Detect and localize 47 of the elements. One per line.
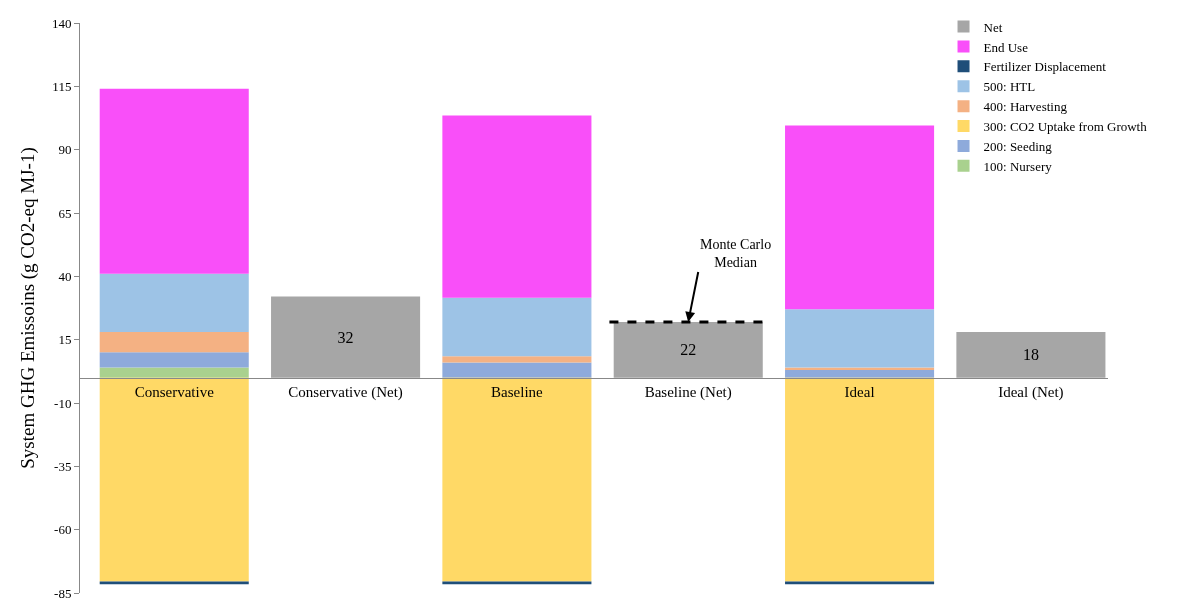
data-label: 18 [1022, 346, 1039, 364]
legend-label: 100: Nursery [983, 158, 1053, 174]
x-tick-label: Baseline [491, 383, 544, 400]
y-tick-label: 15 [58, 332, 72, 348]
bar [99, 273, 249, 333]
legend-label: Net [983, 19, 1003, 35]
y-tick-label: -85 [54, 585, 72, 601]
x-tick-label: Ideal [844, 383, 875, 400]
legend-label: 300: CO2 Uptake from Growth [983, 119, 1148, 135]
bar [785, 125, 935, 310]
y-tick-label: 140 [51, 15, 72, 31]
bar [442, 362, 592, 378]
legend-label: 200: Seeding [983, 139, 1053, 155]
y-tick-label: -35 [54, 458, 72, 474]
bar [99, 88, 249, 274]
annotation: Monte Carlo Median [700, 237, 772, 271]
bar [442, 115, 592, 298]
y-tick-label: 90 [58, 142, 72, 158]
x-tick-label: Ideal (Net) [998, 383, 1064, 401]
x-tick-label: Conservative [134, 383, 215, 400]
bar [785, 377, 935, 582]
data-label: 32 [337, 328, 354, 346]
bar [442, 297, 592, 357]
bar [271, 296, 421, 378]
y-tick-label: 65 [58, 205, 72, 221]
bar [99, 367, 249, 378]
y-axis-title: System GHG Emissoins (g CO2-eq MJ-1) [16, 147, 39, 469]
y-tick-label: 40 [58, 268, 72, 284]
bar [785, 370, 935, 378]
y-tick-label: -60 [54, 522, 72, 538]
legend-label: 400: Harvesting [983, 99, 1068, 115]
bar [442, 356, 592, 363]
bar [442, 377, 592, 582]
legend-label: End Use [983, 39, 1029, 55]
legend-label: Fertilizer Displacement [983, 59, 1107, 75]
bar [99, 377, 249, 582]
legend-label: 500: HTL [983, 79, 1036, 95]
x-tick-label: Conservative (Net) [288, 383, 403, 401]
y-tick-label: 115 [52, 78, 72, 94]
bar [956, 332, 1106, 378]
bar [785, 309, 935, 368]
bar [99, 352, 249, 368]
data-label: 22 [680, 341, 697, 359]
x-tick-label: Baseline (Net) [644, 383, 732, 401]
bar [99, 332, 249, 353]
y-tick-label: -10 [54, 395, 72, 411]
bar [613, 321, 763, 378]
